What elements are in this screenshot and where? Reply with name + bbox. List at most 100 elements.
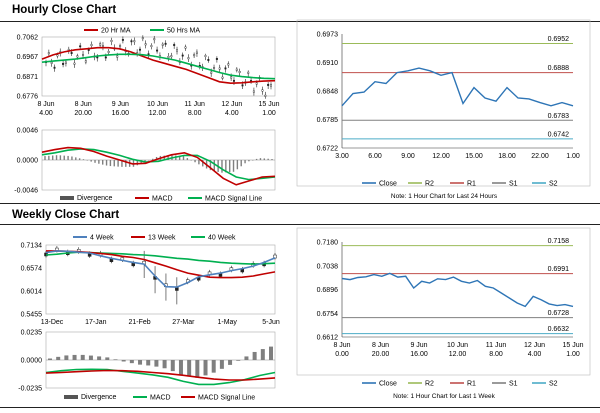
hourly-macd-signal-line [41,148,276,181]
hourly-macd-divergence-bar [252,160,254,161]
hourly-24h-legend-r1-label: R1 [467,181,476,188]
hourly-price-candle-body [184,46,187,49]
weekly-macd-divergence-bar [244,356,249,360]
hourly-macd-divergence-bar [213,160,215,172]
weekly-1w-level-label-s2: 0.6632 [548,326,570,333]
hourly-price-candle-body [187,57,190,60]
hourly-24h-x-tick-1: 6.00 [368,153,382,160]
hourly-price-candle-body [56,54,59,57]
hourly-macd-y-tick-2: -0.0046 [14,188,38,195]
hourly-price-y-tick-0: 0.7062 [17,35,39,42]
hourly-price-x-time-2: 16.00 [112,110,130,117]
weekly-price-legend-4wk-label: 4 Week [90,235,114,242]
hourly-price-candle-body [218,67,221,70]
hourly-macd-divergence-bar [248,160,250,162]
hourly-price-x-date-0: 8 Jun [37,101,54,108]
weekly-macd-divergence-bar [121,360,126,362]
hourly-price-candle-body [47,52,50,55]
weekly-macd-divergence-bar [154,360,159,367]
hourly-price-y-tick-1: 0.6967 [17,54,39,61]
hourly-24h-y-tick-2: 0.6848 [317,89,339,96]
hourly-macd-divergence-bar [121,160,123,167]
hourly-macd-divergence-bar [48,155,50,160]
weekly-macd-divergence-bar [170,360,175,372]
hourly-24h-legend-close-label: Close [379,181,397,188]
hourly-price-candle-body [73,62,76,65]
weekly-macd-divergence-bar [64,355,69,360]
hourly-price-candle-body [53,66,56,69]
weekly-price-legend-13wk-label: 13 Week [148,235,176,242]
hourly-macd-divergence-bar [263,158,266,160]
weekly-macd-divergence-bar [269,346,273,360]
hourly-price-candle-body [210,71,213,74]
weekly-macd-legend-divergence-label: Divergence [81,394,117,401]
weekly-macd-divergence-bar [203,360,208,376]
weekly-macd-divergence-bar [211,360,216,373]
hourly-price-x-date-6: 15 Jun [258,101,279,108]
hourly-price-candle-body [79,45,82,48]
weekly-macd-legend-signal-label: MACD Signal Line [198,395,255,402]
hourly-24h-level-label-s1: 0.6783 [548,113,570,120]
hourly-24h-x-tick-5: 18.00 [498,153,516,160]
hourly-macd-y-tick-0: 0.0046 [17,128,39,135]
hourly-price-x-date-2: 9 Jun [112,101,129,108]
weekly-macd-y-tick-1: 0.0000 [21,358,43,365]
weekly-1w-x-time-2: 16.00 [410,351,428,358]
weekly-1w-y-tick-1: 0.7038 [317,263,339,270]
hourly-price-x-time-1: 20.00 [74,110,92,117]
hourly-macd-divergence-bar [82,159,85,160]
hourly-price-candle-body [173,44,176,46]
hourly-macd-divergence-bar [125,160,127,167]
weekly-macd-divergence-bar [80,354,85,360]
hourly-24h-y-tick-3: 0.6785 [317,117,339,124]
hourly-macd-divergence-bar [198,160,200,165]
weekly-macd-signal-line [45,369,276,381]
hourly-price-candle-body [84,60,87,63]
hourly-price-candle-body [170,55,173,58]
hourly-price-candle-body [230,76,233,79]
weekly-macd-divergence-bar [72,354,77,360]
hourly-24h-y-tick-0: 0.6973 [317,32,339,39]
hourly-price-candle-body [99,43,102,46]
hourly-macd-divergence-bar [244,160,246,164]
weekly-price-y-tick-3: 0.5455 [21,312,43,319]
hourly-price-candle-body [133,40,136,43]
hourly-price-candle-body [270,84,273,87]
weekly-price-x-tick-5: 5-Jun [262,319,280,326]
hourly-macd-divergence-bar [44,156,46,160]
weekly-1w-level-label-r1: 0.6991 [548,266,570,273]
hourly-price-candle-body [101,45,104,47]
hourly-price-x-date-4: 11 Jun [184,101,205,108]
hourly-macd-legend-divergence-swatch [60,196,74,200]
hourly-24h-level-label-r2: 0.6952 [548,36,570,43]
weekly-1w-y-tick-2: 0.6896 [317,287,339,294]
hourly-price-series-0 [41,46,276,85]
hourly-macd-divergence-bar [259,158,262,160]
hourly-macd-divergence-bar [90,160,92,162]
hourly-price-candle-body [213,67,216,69]
weekly-macd-divergence-bar [97,356,102,360]
weekly-1w-x-time-3: 12.00 [449,351,467,358]
bottom-rule [0,407,600,408]
hourly-price-candle-body [193,54,196,57]
hourly-price-candle-body [110,40,113,42]
weekly-macd-divergence-bar [219,360,224,369]
hourly-price-x-date-1: 8 Jun [75,101,92,108]
weekly-macd-divergence-bar [88,355,93,360]
hourly-macd-divergence-bar [113,160,115,167]
hourly-macd-divergence-bar [182,156,185,160]
weekly-1w-legend-r2-label: R2 [425,381,434,388]
hourly-macd-divergence-bar [109,160,112,167]
hourly-macd-divergence-bar [163,155,165,160]
hourly-24h-legend-s2-label: S2 [549,181,558,188]
weekly-section-title: Weekly Close Chart [12,209,120,221]
hourly-price-x-time-4: 8.00 [188,110,202,117]
weekly-macd-divergence-bar [252,351,257,360]
hourly-macd-divergence-bar [221,160,223,173]
hourly-macd-divergence-bar [55,155,58,160]
weekly-price-x-tick-0: 13-Dec [41,319,64,326]
hourly-macd-divergence-bar [190,160,192,161]
hourly-price-candle-body [104,56,107,59]
hourly-price-candle-body [70,52,73,54]
